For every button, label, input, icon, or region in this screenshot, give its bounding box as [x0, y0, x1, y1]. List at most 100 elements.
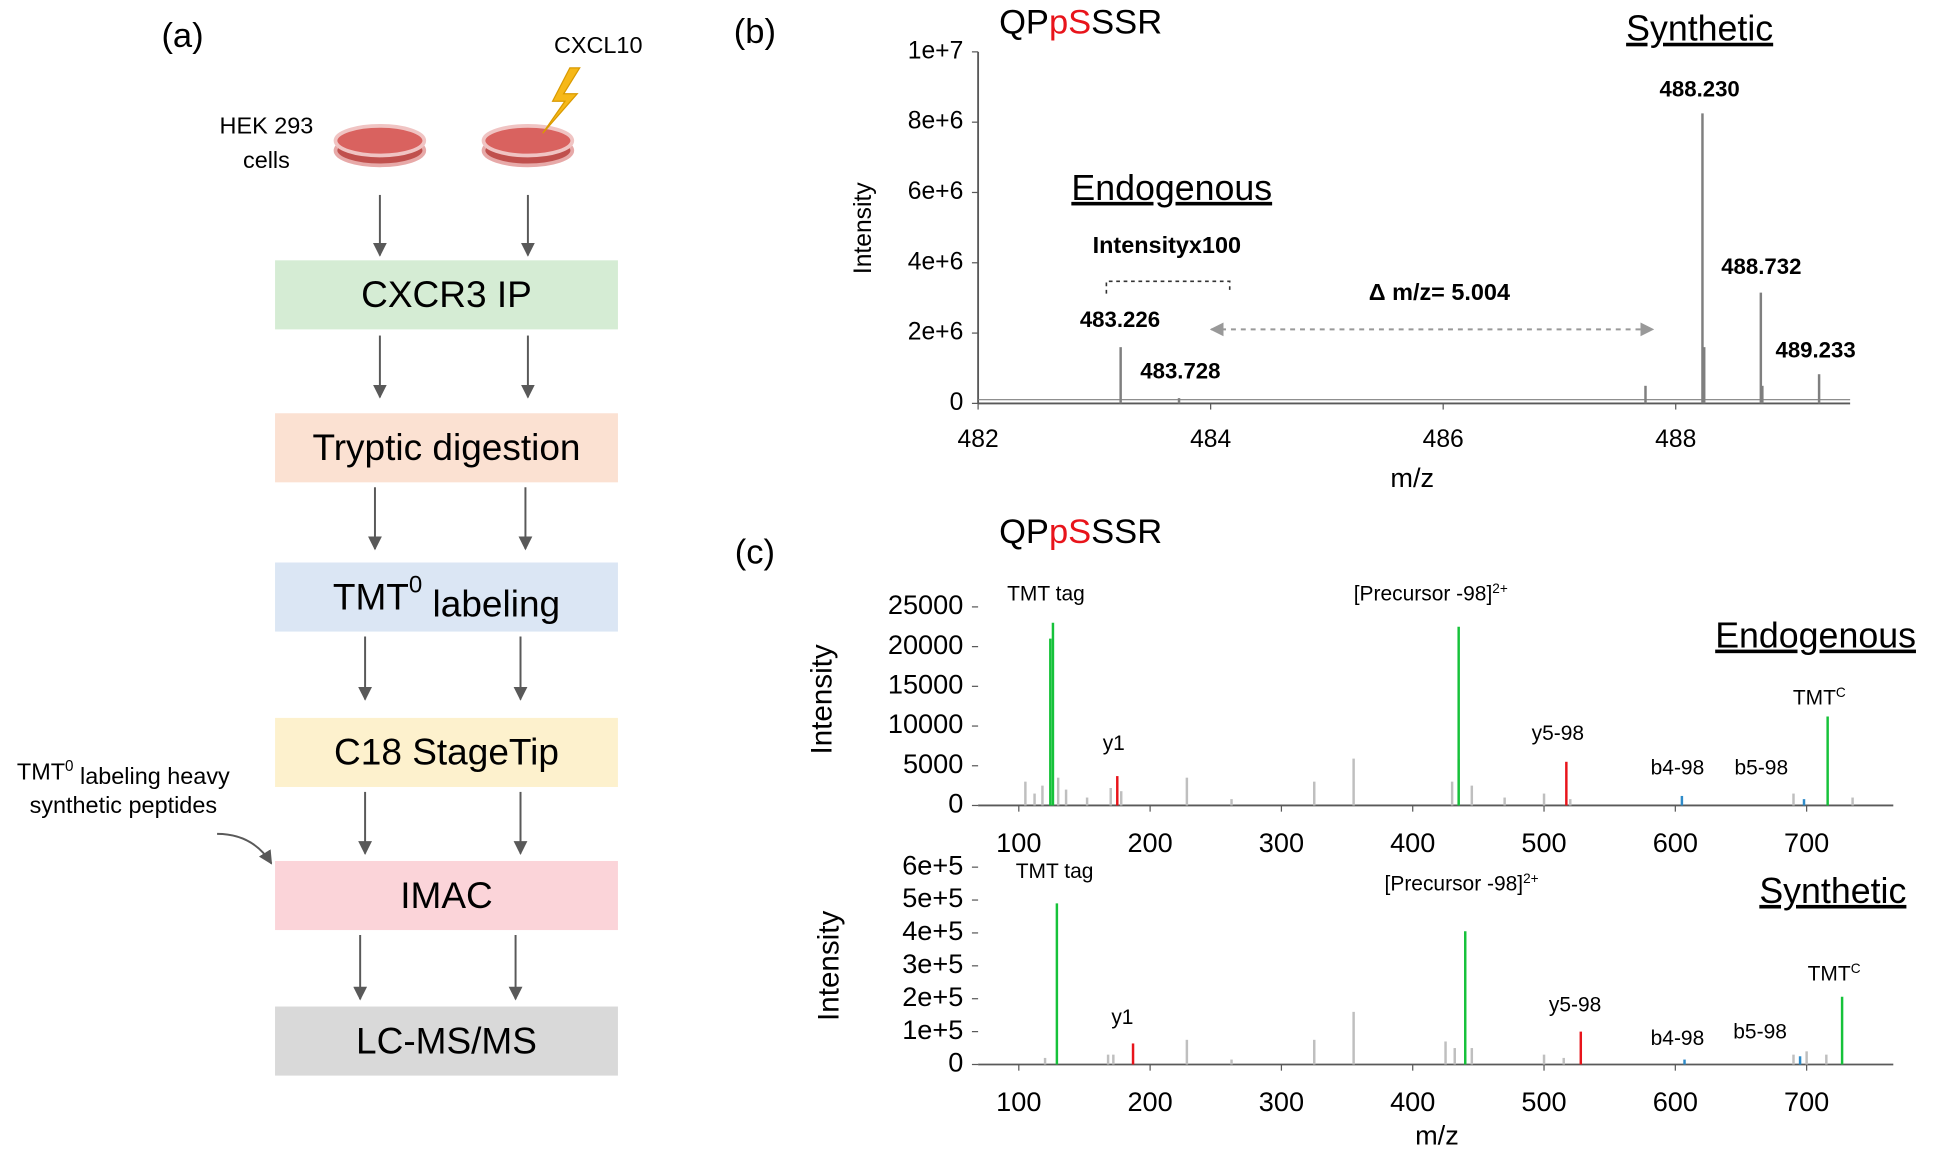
x-tick-label: 486: [1423, 426, 1464, 453]
step-box: [275, 413, 618, 483]
y-tick-label: 0: [950, 389, 964, 416]
panel-label: (a): [161, 17, 203, 55]
text-part: labeling heavy: [74, 763, 231, 789]
annotation: Endogenous: [1071, 168, 1272, 208]
text-part: 2+: [1523, 871, 1539, 886]
step-label: IMAC: [400, 875, 493, 916]
text-part: pS: [1049, 3, 1091, 41]
y-tick-label: 1e+5: [902, 1014, 963, 1045]
y-axis-label: Intensity: [805, 644, 838, 754]
x-tick-label: 100: [996, 827, 1041, 858]
panel-label: (c): [735, 534, 775, 572]
annotation: y5-98: [1532, 722, 1584, 745]
step-label: Tryptic digestion: [312, 427, 580, 468]
chart: 01e+52e+53e+54e+55e+56e+5 100 200 300 400 500…: [813, 849, 1907, 1150]
text-part: TMT: [1793, 686, 1836, 709]
step-box: [275, 260, 618, 330]
cells-label: HEK 293: [220, 112, 314, 138]
stimulus-label: CXCL10: [554, 32, 643, 58]
x-tick-label: 700: [1784, 827, 1829, 858]
x-tick-label: 600: [1653, 827, 1698, 858]
x-tick-label: 400: [1390, 827, 1435, 858]
annotation: TMTC: [1793, 685, 1846, 709]
y-tick-label: 5e+5: [902, 882, 963, 913]
text-part: QP: [999, 3, 1049, 41]
workflow: CXCR3 IP Tryptic digestion TMT0 labeling C1…: [275, 194, 618, 1076]
x-tick-label: 700: [1784, 1086, 1829, 1117]
step-label: TMT0 labeling: [333, 572, 560, 625]
step-box: [275, 1006, 618, 1076]
peak-label: 483.226: [1080, 307, 1160, 332]
text-part: TMT: [1808, 963, 1851, 986]
peak-label: 489.233: [1775, 338, 1855, 363]
annotation: [Precursor -98]2+: [1354, 581, 1508, 605]
annotation: b4-98: [1651, 757, 1705, 780]
annotation: y1: [1111, 1006, 1133, 1029]
annotation: y5-98: [1549, 993, 1601, 1016]
chart-title: QPpSSSR: [999, 3, 1162, 41]
y-tick-label: 4e+5: [902, 915, 963, 946]
text-part: 2+: [1492, 581, 1508, 596]
y-tick-label: 10000: [888, 708, 963, 739]
annotation: Δ m/z= 5.004: [1369, 279, 1510, 305]
x-axis-label: m/z: [1415, 1120, 1459, 1151]
y-tick-label: 20000: [888, 629, 963, 660]
text-part: labeling: [422, 583, 560, 624]
x-tick-label: 300: [1259, 827, 1304, 858]
y-tick-label: 2e+5: [902, 981, 963, 1012]
annotation: b4-98: [1651, 1027, 1705, 1050]
text-part: pS: [1049, 513, 1091, 551]
panel-a: (a) HEK 293 cells CXCL10 CXCR3 IP Tryptic…: [17, 17, 643, 1076]
peak-label: 488.230: [1660, 76, 1740, 101]
y-tick-label: 2e+6: [908, 319, 964, 346]
x-tick-label: 300: [1259, 1086, 1304, 1117]
peak-label: 488.732: [1721, 254, 1801, 279]
annotation: b5-98: [1735, 757, 1789, 780]
x-tick-label: 200: [1127, 1086, 1172, 1117]
step-box: [275, 562, 618, 632]
text-part: [Precursor -98]: [1385, 873, 1524, 896]
chart: 0 2e+6 4e+6 6e+6 8e+6 1e+7 482 484 486 488 483.226…: [734, 3, 1856, 493]
y-tick-label: 6e+6: [908, 178, 964, 205]
annotation: TMTC: [1808, 961, 1861, 985]
y-tick-label: 5000: [903, 748, 963, 779]
annotation: Endogenous: [1715, 616, 1916, 656]
panel-label: (b): [734, 13, 776, 51]
note: TMT0 labeling heavy: [17, 758, 230, 789]
chart-title: QPpSSSR: [999, 513, 1162, 551]
text-part: TMT: [333, 576, 409, 617]
text-part: QP: [999, 513, 1049, 551]
x-tick-label: 500: [1521, 1086, 1566, 1117]
x-tick-label: 482: [958, 426, 999, 453]
x-tick-label: 100: [996, 1086, 1041, 1117]
cells-label: cells: [243, 147, 290, 173]
annotation: [Precursor -98]2+: [1385, 871, 1539, 895]
step-box: [275, 860, 618, 931]
annotation: y1: [1103, 732, 1125, 755]
y-tick-label: 15000: [888, 669, 963, 700]
x-tick-label: 484: [1190, 426, 1231, 453]
y-tick-label: 8e+6: [908, 108, 964, 135]
annotation: TMT tag: [1016, 860, 1094, 883]
x-tick-label: 488: [1655, 426, 1696, 453]
annotation: Synthetic: [1759, 871, 1906, 911]
x-tick-label: 600: [1653, 1086, 1698, 1117]
y-tick-label: 3e+5: [902, 948, 963, 979]
text-part: SSR: [1091, 513, 1162, 551]
text-part: TMT: [17, 759, 65, 785]
bracket: [1105, 280, 1231, 294]
step-box: [275, 717, 618, 787]
x-tick-label: 200: [1127, 827, 1172, 858]
note: synthetic peptides: [30, 792, 218, 818]
step-label: LC-MS/MS: [356, 1020, 537, 1061]
dish: [481, 124, 575, 168]
text-part: 0: [409, 572, 422, 599]
annotation: b5-98: [1733, 1021, 1787, 1044]
y-tick-label: 1e+7: [908, 37, 964, 64]
y-axis-label: Intensity: [850, 182, 877, 274]
chart: 0 5000 10000 15000 20000 25000 100 200 300 400 500…: [735, 513, 1916, 858]
x-tick-label: 500: [1521, 827, 1566, 858]
y-tick-label: 6e+5: [902, 849, 963, 880]
text-part: [Precursor -98]: [1354, 583, 1493, 606]
